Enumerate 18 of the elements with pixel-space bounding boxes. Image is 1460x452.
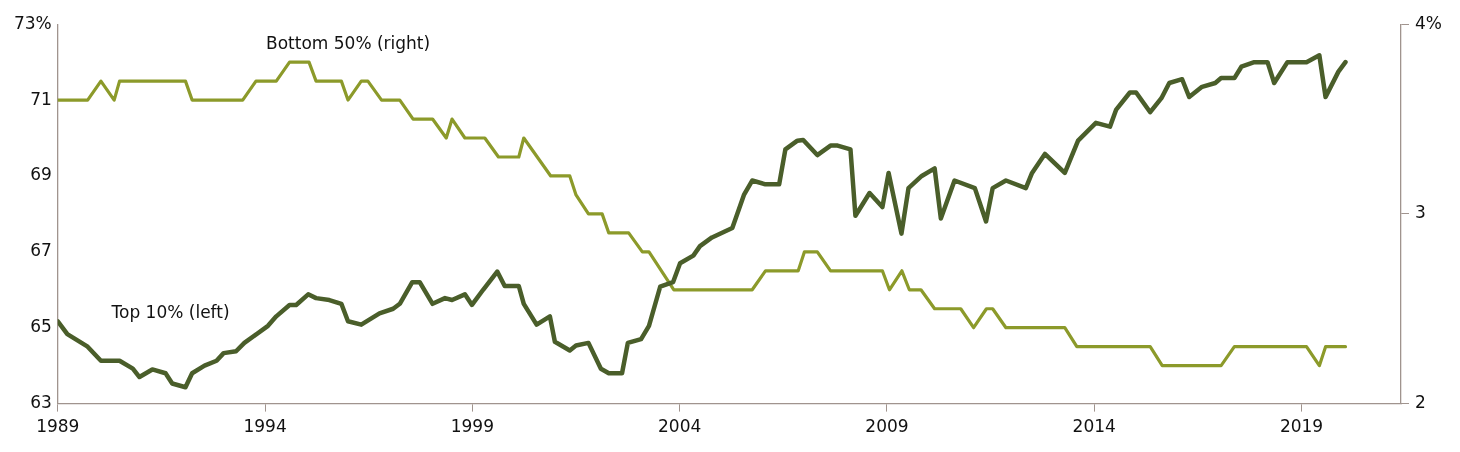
- y-tick-label: 71: [30, 88, 52, 109]
- y-tick-label: 69: [30, 164, 52, 185]
- series-label: Bottom 50% (right): [265, 32, 431, 53]
- y-tick-label: 65: [30, 316, 52, 337]
- y-tick-label: 63: [30, 392, 52, 413]
- y-tick-label: 67: [30, 240, 52, 261]
- y2-tick-label: 4%: [1415, 12, 1443, 33]
- y2-tick-label: 2: [1415, 392, 1426, 413]
- series-label: Top 10% (left): [110, 301, 230, 322]
- x-tick-label: 1994: [243, 416, 287, 437]
- x-tick-label: 1989: [36, 416, 80, 437]
- y2-tick-label: 3: [1415, 202, 1426, 223]
- x-tick-label: 1999: [450, 416, 494, 437]
- x-tick-label: 2009: [865, 416, 909, 437]
- x-tick-label: 2014: [1072, 416, 1116, 437]
- y-tick-label: 73%: [13, 12, 52, 33]
- x-tick-label: 2019: [1279, 416, 1324, 437]
- x-tick-label: 2004: [658, 416, 702, 437]
